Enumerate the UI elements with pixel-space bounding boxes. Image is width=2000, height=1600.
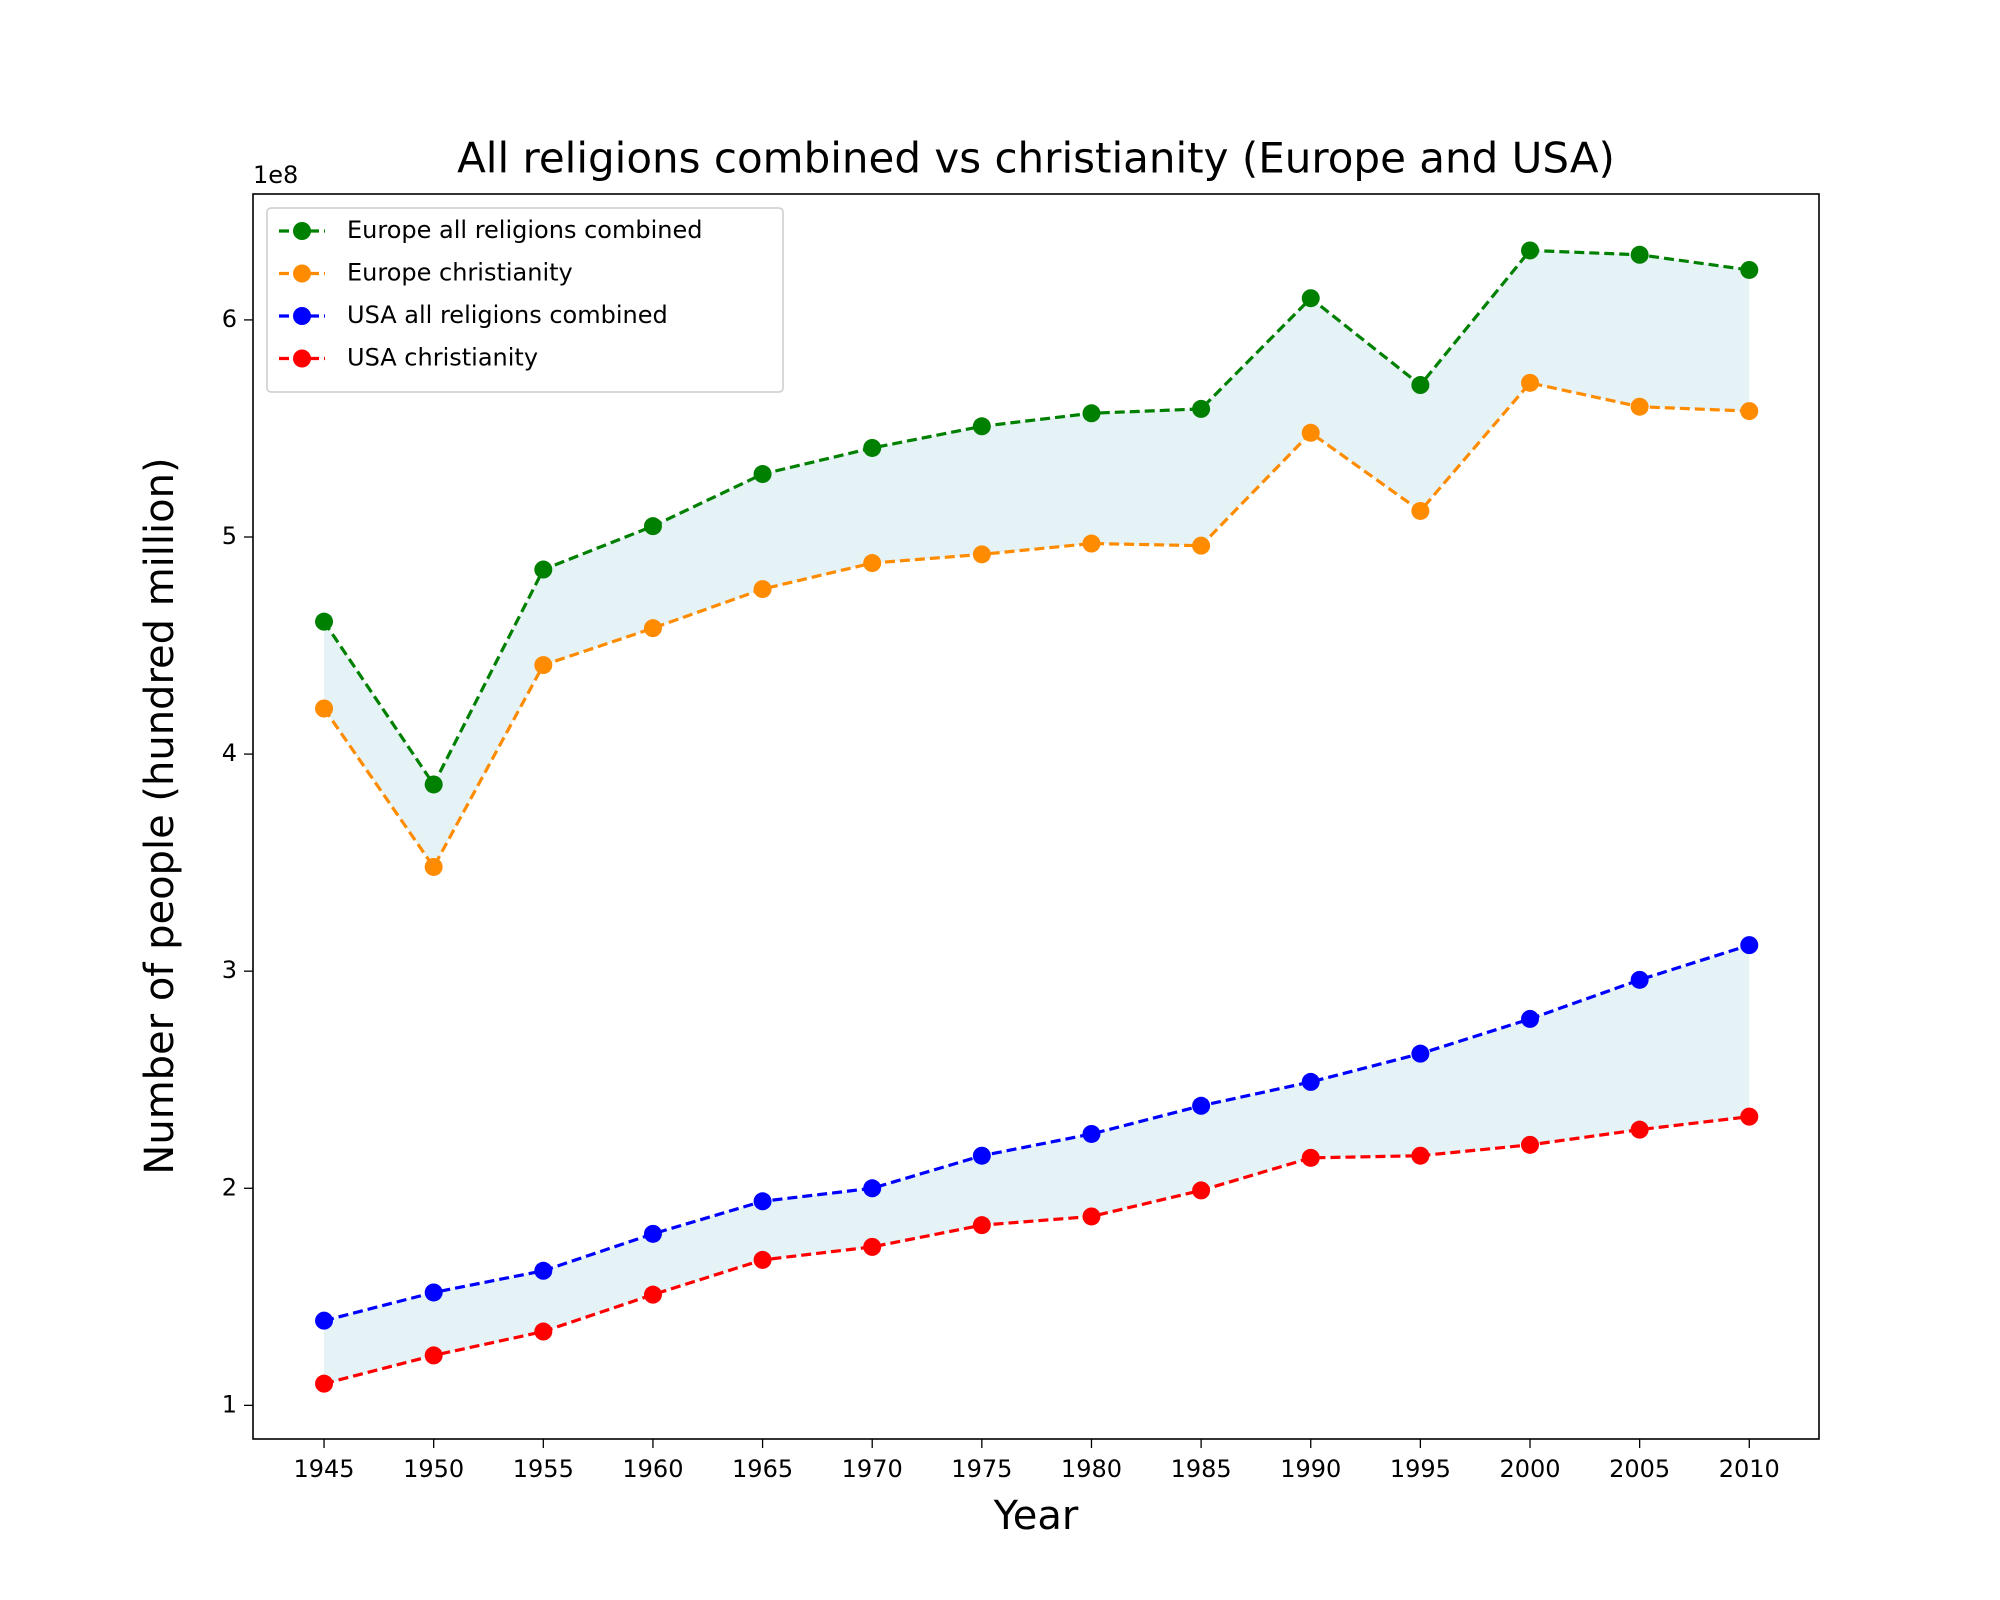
y-tick-label: 2 [222,1173,237,1201]
x-tick-label: 1980 [1061,1455,1122,1483]
legend-label: USA christianity [347,344,538,372]
data-point [1082,404,1101,423]
chart-title: All religions combined vs christianity (… [457,134,1615,183]
data-point [1740,936,1759,955]
data-point [1082,1124,1101,1143]
x-tick-label: 2010 [1719,1455,1780,1483]
data-point [1411,501,1430,520]
data-point [1411,376,1430,395]
x-axis-label: Year [993,1493,1079,1539]
data-point [424,857,443,876]
legend-marker [293,307,311,325]
data-point [972,1146,991,1165]
series-line [322,248,1750,788]
data-point [753,580,772,599]
data-point [972,1216,991,1235]
data-point [1630,397,1649,416]
data-point [1411,1044,1430,1063]
series-line [323,943,1750,1323]
data-point [1082,534,1101,553]
y-tick-label: 3 [222,956,237,984]
data-point [1082,1207,1101,1226]
data-point [1301,289,1320,308]
data-point [424,1283,443,1302]
x-tick-label: 1975 [951,1455,1012,1483]
series-line [322,381,1750,871]
y-tick-label: 4 [222,739,237,767]
data-point [1301,1072,1320,1091]
data-point [863,438,882,457]
legend-marker [293,264,311,283]
x-tick-label: 1950 [403,1455,464,1483]
data-point [424,1346,443,1365]
data-point [315,1311,334,1330]
x-tick-label: 1970 [842,1455,903,1483]
data-point [315,612,334,631]
data-point [315,1374,334,1393]
data-point [1192,399,1211,418]
legend-label: Europe christianity [347,259,573,287]
legend-marker [293,222,311,240]
data-point [1521,373,1540,392]
data-point [1301,1148,1320,1167]
data-point [1192,1181,1211,1200]
legend-marker [293,349,311,368]
data-point [534,560,553,579]
x-tick-label: 1990 [1280,1455,1341,1483]
data-point [1411,1146,1430,1165]
y-tick-label: 6 [222,305,237,333]
plot-frame [252,193,1820,1440]
x-tick-label: 1985 [1171,1455,1232,1483]
y-tick-label: 1 [222,1390,237,1418]
y-offset-label: 1e8 [253,161,298,189]
data-point [643,619,662,638]
data-point [534,1261,553,1280]
data-point [863,1237,882,1256]
series-line [323,1115,1750,1386]
data-point [643,517,662,536]
x-tick-label: 1995 [1390,1455,1451,1483]
x-tick-label: 2000 [1499,1455,1560,1483]
data-point [863,554,882,573]
data-point [1192,1096,1211,1115]
data-point [972,417,991,436]
data-point [1301,423,1320,442]
fill-band [324,945,1750,1384]
data-point [1630,245,1649,264]
data-point [1740,1107,1759,1126]
data-point [1521,1009,1540,1028]
data-point [863,1179,882,1198]
y-tick-label: 5 [222,522,237,550]
data-point [1630,1120,1649,1139]
data-point [424,775,443,794]
x-tick-label: 1955 [513,1455,574,1483]
data-point [1630,970,1649,989]
data-point [534,656,553,675]
x-tick-label: 1945 [294,1455,355,1483]
data-point [643,1224,662,1243]
data-point [972,545,991,564]
data-point [315,699,334,718]
x-tick-label: 1960 [622,1455,683,1483]
data-point [753,1250,772,1269]
fill-band [324,250,1750,867]
legend-frame [266,207,784,393]
data-point [1740,260,1759,279]
data-point [1740,402,1759,421]
data-point [1521,1135,1540,1154]
data-point [534,1322,553,1341]
data-point [1192,536,1211,555]
data-point [753,1192,772,1211]
legend-label: Europe all religions combined [347,216,702,244]
data-point [1521,241,1540,260]
x-tick-label: 2005 [1609,1455,1670,1483]
y-axis-label: Number of people (hundred million) [137,457,183,1174]
x-tick-label: 1965 [732,1455,793,1483]
data-point [643,1285,662,1304]
data-point [753,465,772,484]
legend-label: USA all religions combined [347,301,668,329]
